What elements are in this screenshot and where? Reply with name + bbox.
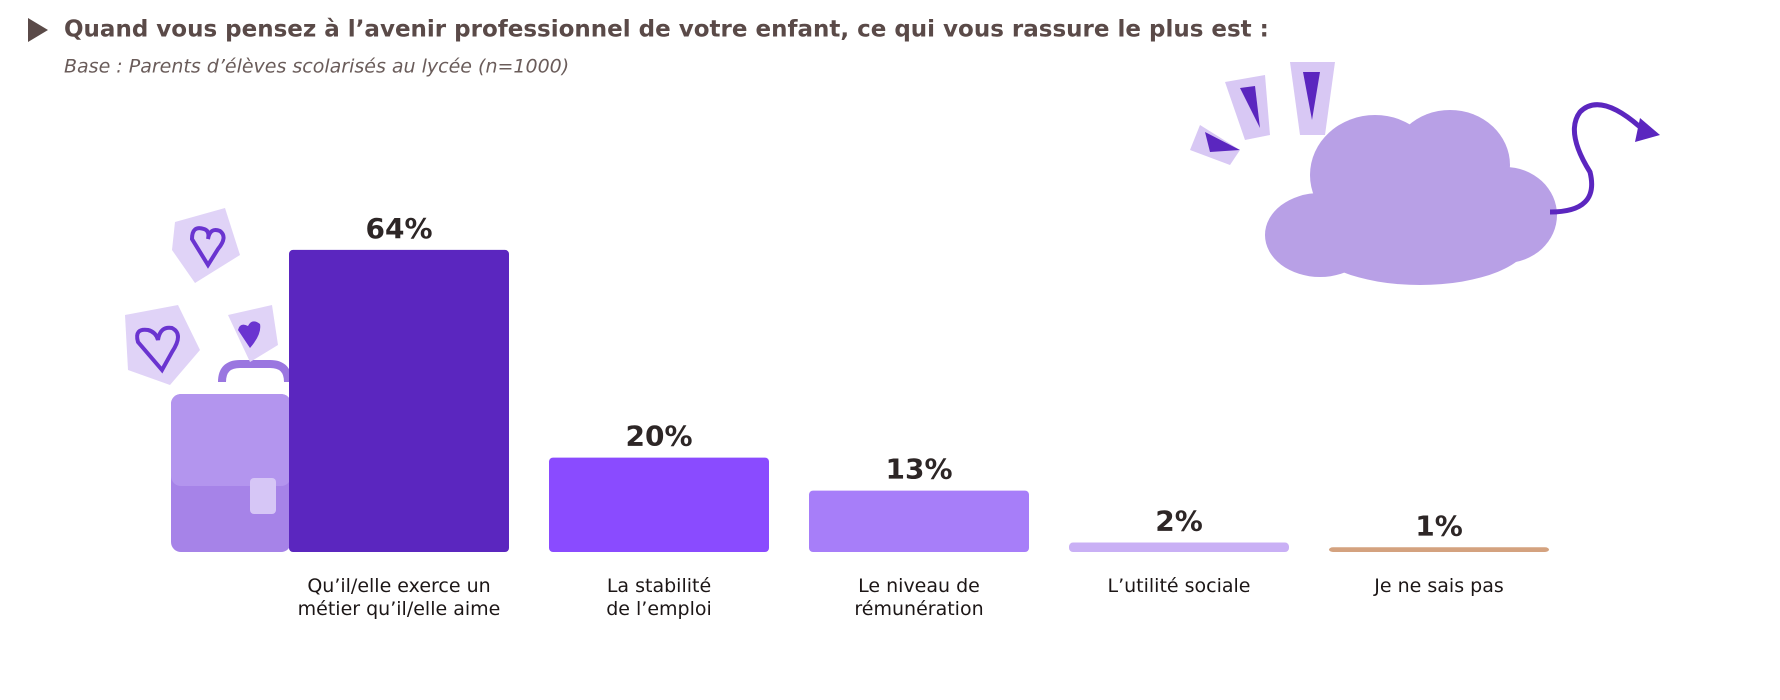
value-label: 64%	[365, 212, 432, 245]
x-tick-label: Le niveau de rémunération	[854, 575, 983, 620]
chart-subtitle: Base : Parents d’élèves scolarisés au ly…	[64, 56, 569, 78]
bar	[289, 249, 509, 553]
bar	[549, 457, 769, 552]
x-tick-label: L’utilité sociale	[1108, 575, 1251, 597]
bar	[1329, 547, 1549, 552]
chart-title: Quand vous pensez à l’avenir professionn…	[64, 17, 1269, 43]
cloud	[1190, 62, 1660, 285]
bar	[1069, 542, 1289, 552]
briefcase	[171, 360, 292, 552]
hearts	[125, 208, 278, 385]
value-label: 1%	[1415, 509, 1463, 542]
value-label: 13%	[885, 453, 952, 486]
x-tick-label: Je ne sais pas	[1373, 575, 1503, 597]
value-label: 2%	[1155, 505, 1203, 538]
x-tick-label: La stabilité de l’emploi	[606, 575, 712, 620]
bar	[809, 490, 1029, 552]
value-label: 20%	[625, 420, 692, 453]
title-marker	[28, 18, 48, 42]
x-tick-label: Qu’il/elle exerce un métier qu’il/elle ai…	[298, 575, 501, 620]
